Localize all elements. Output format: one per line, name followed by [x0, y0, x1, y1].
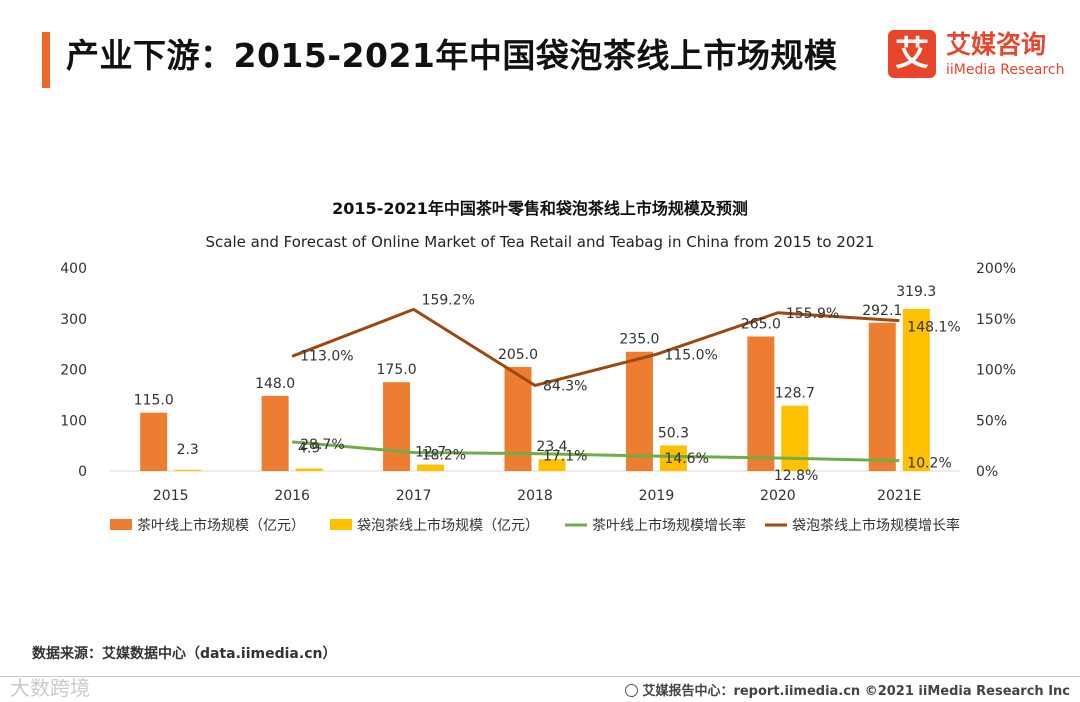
- bar-data-label: 23.4: [536, 439, 567, 455]
- bar-teabag: [902, 308, 930, 471]
- bar-tea: [140, 412, 168, 471]
- bar-teabag: [659, 445, 687, 471]
- bar-data-label: 319.3: [896, 284, 936, 300]
- y-tick-label-right: 50%: [976, 413, 1007, 429]
- line-data-label: 17.1%: [543, 449, 587, 465]
- y-axis-right: 0% 50% 100% 150% 200%: [976, 261, 1016, 480]
- bar-teabag: [174, 469, 202, 471]
- bar-tea: [868, 322, 896, 471]
- x-tick-label: 2017: [396, 488, 432, 504]
- bar-data-label: 235.0: [619, 332, 659, 348]
- x-tick-label: 2018: [517, 488, 553, 504]
- line-data-label: 113.0%: [300, 348, 353, 364]
- y-tick-label-left: 0: [78, 464, 87, 480]
- bar-tea: [625, 351, 653, 471]
- chart-subtitle: Scale and Forecast of Online Market of T…: [206, 233, 875, 251]
- bar-data-label: 50.3: [658, 425, 689, 441]
- globe-icon: [625, 684, 639, 697]
- line-data-label: 159.2%: [422, 292, 475, 308]
- line-data-label: 28.7%: [300, 437, 344, 453]
- lines-group: [291, 307, 900, 463]
- line-data-label: 84.3%: [543, 378, 587, 394]
- bar-teabag: [781, 405, 809, 471]
- market-chart: 2015-2021年中国茶叶零售和袋泡茶线上市场规模及预测 Scale and …: [60, 199, 1016, 534]
- legend-label: 袋泡茶线上市场规模增长率: [792, 517, 960, 534]
- y-tick-label-right: 200%: [976, 261, 1016, 277]
- bar-data-label: 292.1: [862, 303, 902, 319]
- bar-data-label: 175.0: [377, 362, 417, 378]
- bar-tea: [383, 382, 411, 471]
- bar-data-label: 205.0: [498, 347, 538, 363]
- logo-text-cn: 艾媒咨询: [946, 30, 1047, 59]
- legend-label: 袋泡茶线上市场规模（亿元）: [357, 517, 539, 534]
- bar-teabag: [417, 464, 445, 471]
- tea-growth-line: [292, 440, 900, 463]
- bar-tea: [747, 336, 775, 471]
- bars-group: [140, 308, 930, 471]
- line-data-label: 155.9%: [786, 306, 839, 322]
- line-data-label: 115.0%: [664, 347, 717, 363]
- watermark: 大数跨境: [10, 676, 90, 700]
- data-source: 数据来源：艾媒数据中心（data.iimedia.cn）: [32, 646, 337, 662]
- data-labels-group: 115.0 148.0 175.0 205.0 235.0 265.0 292.1 2.3 4.…: [134, 284, 961, 484]
- line-data-label: 12.8%: [774, 468, 818, 484]
- teabag-growth-line: [291, 307, 900, 387]
- bar-tea: [504, 366, 532, 471]
- y-axis-left: 0 100 200 300 400: [60, 261, 87, 480]
- line-data-label: 18.2%: [422, 448, 466, 464]
- bar-data-label: 4.9: [298, 441, 320, 457]
- x-tick-label: 2015: [153, 488, 189, 504]
- bar-data-label: 265.0: [741, 317, 781, 333]
- bar-teabag: [295, 468, 323, 471]
- bar-data-label: 115.0: [134, 393, 174, 409]
- bar-teabag: [538, 459, 566, 471]
- bar-data-label: 12.7: [415, 445, 446, 461]
- logo-text-en: iiMedia Research: [946, 62, 1065, 78]
- title-accent-bar: [42, 32, 50, 88]
- line-data-label: 148.1%: [907, 320, 960, 336]
- y-tick-label-left: 300: [60, 312, 87, 328]
- bar-data-label: 148.0: [255, 376, 295, 392]
- logo-mark-icon: 艾: [888, 30, 936, 78]
- x-tick-label: 2021E: [877, 488, 921, 504]
- y-tick-label-left: 200: [60, 363, 87, 379]
- x-tick-label: 2020: [760, 488, 796, 504]
- footer-divider: [0, 676, 1080, 677]
- page-title: 产业下游：2015-2021年中国袋泡茶线上市场规模: [66, 36, 838, 75]
- y-tick-label-right: 0%: [976, 464, 998, 480]
- x-tick-label: 2016: [274, 488, 310, 504]
- footer-report-text: 艾媒报告中心：report.iimedia.cn ©2021 iiMedia R…: [642, 684, 1070, 699]
- brand-logo: 艾 艾媒咨询 iiMedia Research: [888, 30, 1068, 84]
- bar-data-label: 2.3: [177, 442, 199, 458]
- x-tick-label: 2019: [639, 488, 675, 504]
- x-axis: 2015 2016 2017 2018 2019 2020 2021E: [153, 488, 922, 504]
- line-data-label: 14.6%: [664, 451, 708, 467]
- legend-label: 茶叶线上市场规模增长率: [592, 517, 746, 534]
- legend-swatch: [330, 519, 352, 530]
- y-tick-label-left: 400: [60, 261, 87, 277]
- line-data-label: 10.2%: [907, 456, 951, 472]
- y-tick-label-right: 150%: [976, 312, 1016, 328]
- legend-swatch: [110, 519, 132, 530]
- y-tick-label-right: 100%: [976, 363, 1016, 379]
- chart-title: 2015-2021年中国茶叶零售和袋泡茶线上市场规模及预测: [332, 199, 748, 218]
- chart-legend: 茶叶线上市场规模（亿元） 袋泡茶线上市场规模（亿元） 茶叶线上市场规模增长率 袋泡茶线…: [110, 517, 960, 534]
- y-tick-label-left: 100: [60, 413, 87, 429]
- bar-tea: [261, 395, 289, 471]
- bar-data-label: 128.7: [775, 386, 815, 402]
- legend-label: 茶叶线上市场规模（亿元）: [137, 517, 305, 534]
- footer-report: 艾媒报告中心：report.iimedia.cn ©2021 iiMedia R…: [625, 680, 1070, 699]
